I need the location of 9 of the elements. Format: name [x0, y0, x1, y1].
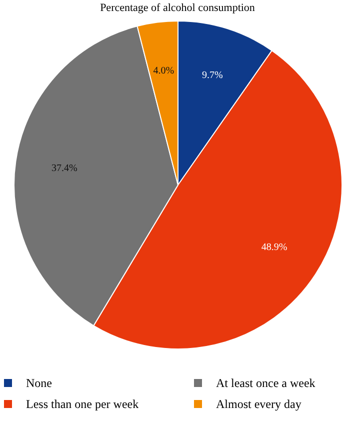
data-label: 9.7%	[202, 70, 223, 81]
data-label: 37.4%	[51, 162, 78, 174]
data-label: 4.0%	[153, 66, 174, 77]
chart-title: Percentage of alcohol consumption	[100, 2, 256, 14]
legend-label: At least once a week	[216, 376, 316, 390]
data-label: 48.9%	[261, 242, 288, 253]
legend-label: None	[26, 376, 52, 390]
legend-label: Less than one per week	[26, 397, 139, 411]
legend-label: Almost every day	[216, 397, 302, 411]
